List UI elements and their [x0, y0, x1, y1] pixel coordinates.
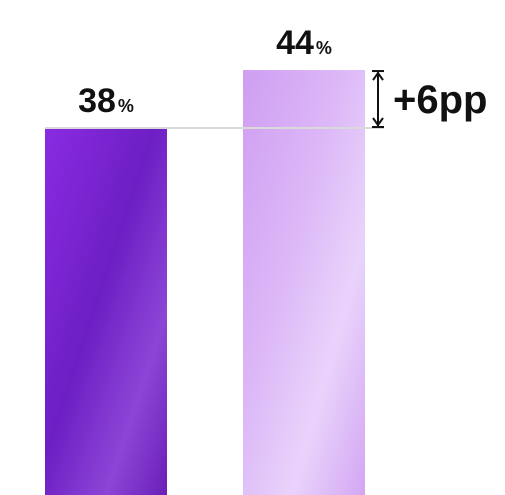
bracket-stroke [372, 72, 379, 81]
delta-annotation: +6pp [393, 78, 487, 122]
value-label-unit: % [118, 96, 134, 116]
value-label-number: 44 [276, 24, 314, 62]
value-label-1: 44% [276, 24, 332, 62]
value-label-number: 38 [78, 82, 116, 120]
bracket-stroke [377, 72, 384, 81]
value-label-0: 38% [78, 82, 134, 120]
value-label-unit: % [316, 38, 332, 58]
bar-1 [243, 70, 365, 495]
bracket-stroke [377, 117, 384, 126]
delta-bracket [372, 70, 384, 128]
bar-0 [45, 128, 167, 495]
bracket-stroke [372, 117, 379, 126]
